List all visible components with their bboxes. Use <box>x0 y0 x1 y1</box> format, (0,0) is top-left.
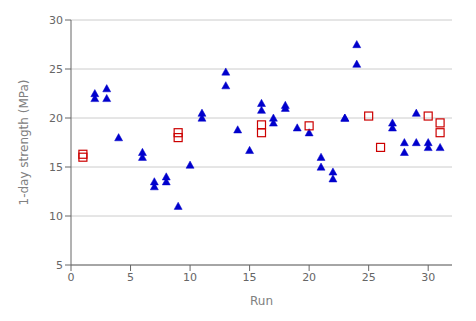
svg-text:1-day strength (MPa): 1-day strength (MPa) <box>17 80 31 206</box>
svg-text:15: 15 <box>243 271 257 284</box>
svg-text:5: 5 <box>56 259 63 272</box>
svg-text:0: 0 <box>68 271 75 284</box>
svg-text:15: 15 <box>49 161 63 174</box>
svg-text:Run: Run <box>250 294 273 308</box>
svg-text:25: 25 <box>362 271 376 284</box>
svg-text:20: 20 <box>302 271 316 284</box>
svg-text:10: 10 <box>183 271 197 284</box>
svg-text:30: 30 <box>49 14 63 27</box>
svg-text:25: 25 <box>49 63 63 76</box>
svg-text:30: 30 <box>421 271 435 284</box>
svg-text:20: 20 <box>49 112 63 125</box>
svg-text:5: 5 <box>127 271 134 284</box>
svg-text:10: 10 <box>49 210 63 223</box>
